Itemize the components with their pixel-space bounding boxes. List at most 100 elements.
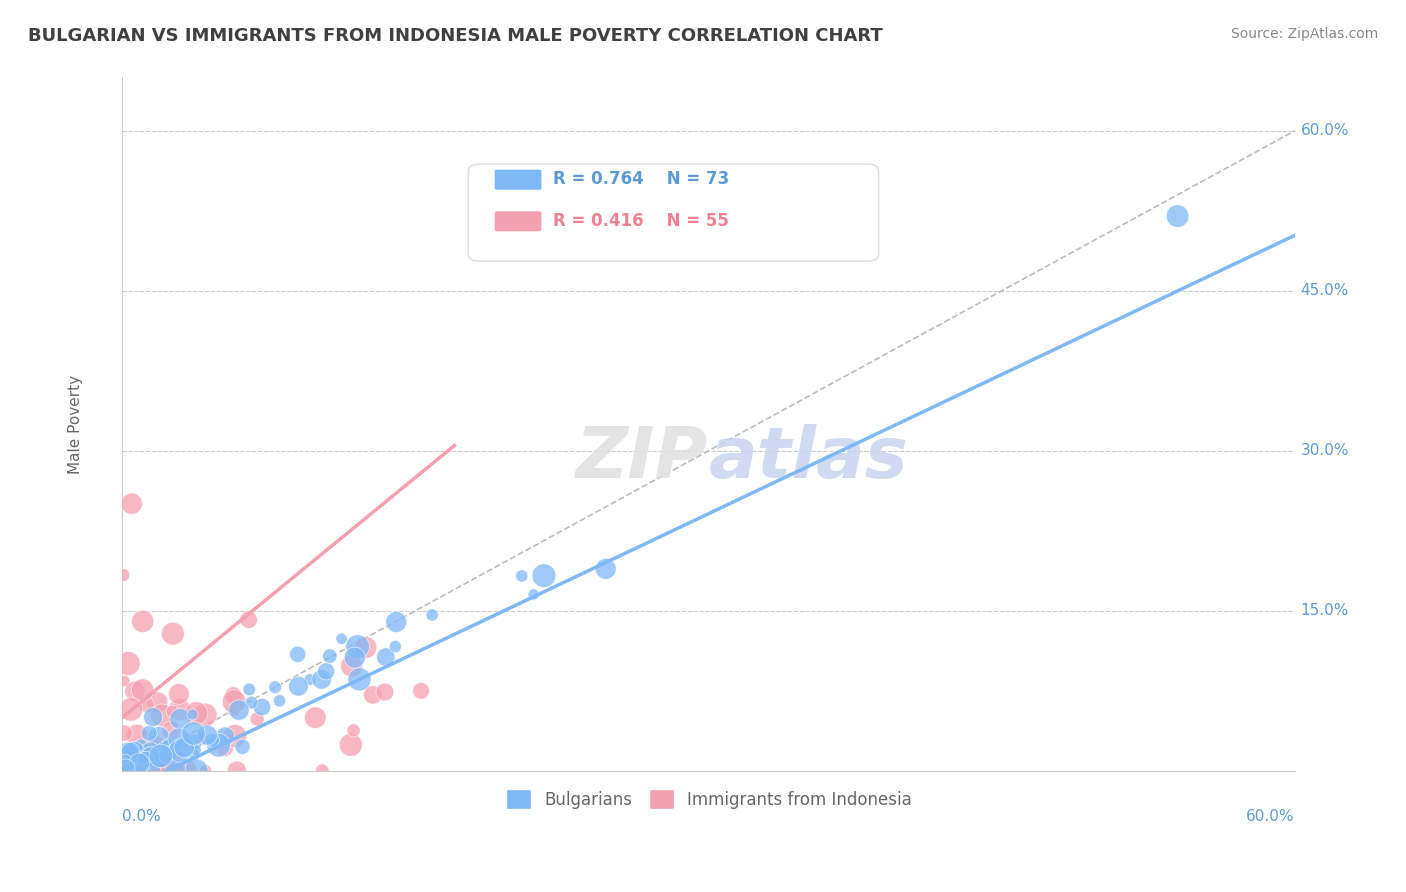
Point: [128, 756, 150, 771]
Point: [148, 764, 170, 778]
Point: [115, 764, 138, 778]
Point: [228, 703, 250, 717]
Point: [160, 723, 183, 738]
Point: [201, 733, 224, 747]
Point: [169, 744, 191, 758]
Point: [114, 757, 136, 772]
Text: 60.0%: 60.0%: [1301, 123, 1350, 138]
Point: [510, 569, 533, 583]
Point: [287, 679, 309, 693]
Point: [162, 705, 184, 719]
Point: [169, 712, 191, 726]
Point: [159, 740, 181, 755]
Point: [384, 640, 406, 654]
Point: [122, 745, 145, 759]
Point: [167, 687, 190, 701]
Point: [121, 497, 143, 511]
Point: [118, 764, 141, 778]
Point: [340, 738, 363, 752]
Text: Source: ZipAtlas.com: Source: ZipAtlas.com: [1230, 27, 1378, 41]
Point: [194, 764, 217, 778]
Point: [135, 698, 157, 712]
Point: [155, 764, 177, 778]
Point: [150, 708, 173, 723]
Point: [120, 702, 142, 716]
Text: 45.0%: 45.0%: [1301, 284, 1350, 298]
Point: [224, 695, 246, 709]
Point: [374, 685, 396, 699]
Point: [225, 764, 247, 778]
Point: [330, 632, 353, 646]
Point: [374, 649, 396, 664]
Point: [343, 650, 366, 665]
Point: [111, 750, 134, 764]
Point: [190, 732, 212, 747]
Point: [155, 744, 177, 758]
Point: [184, 742, 207, 756]
Point: [138, 726, 160, 740]
Point: [146, 752, 169, 766]
Point: [112, 568, 135, 582]
Point: [169, 703, 191, 717]
FancyBboxPatch shape: [494, 211, 543, 232]
Point: [250, 700, 273, 714]
Point: [319, 649, 342, 664]
Point: [1167, 209, 1189, 223]
Point: [214, 730, 236, 744]
Point: [139, 745, 162, 759]
Point: [120, 744, 142, 758]
Point: [361, 688, 384, 702]
Point: [135, 753, 157, 767]
Point: [346, 640, 368, 654]
Point: [117, 751, 139, 765]
Text: 0.0%: 0.0%: [122, 809, 162, 824]
Text: Male Poverty: Male Poverty: [67, 375, 83, 474]
Point: [127, 750, 149, 764]
Point: [156, 747, 179, 762]
Point: [183, 747, 205, 762]
Point: [112, 726, 135, 740]
Point: [117, 657, 139, 671]
Point: [194, 707, 217, 722]
Point: [186, 764, 208, 778]
Legend: Bulgarians, Immigrants from Indonesia: Bulgarians, Immigrants from Indonesia: [498, 780, 920, 818]
Point: [165, 762, 187, 776]
Text: 30.0%: 30.0%: [1301, 443, 1350, 458]
Point: [141, 764, 163, 778]
Point: [174, 764, 197, 778]
Point: [115, 764, 138, 778]
FancyBboxPatch shape: [468, 164, 879, 261]
Text: atlas: atlas: [709, 425, 908, 493]
Point: [409, 684, 432, 698]
Point: [124, 752, 146, 766]
Point: [340, 659, 363, 673]
Point: [183, 735, 205, 749]
Point: [195, 728, 218, 742]
Text: R = 0.416    N = 55: R = 0.416 N = 55: [553, 212, 728, 230]
Point: [132, 748, 155, 763]
Point: [246, 712, 269, 726]
Point: [533, 568, 555, 582]
FancyBboxPatch shape: [494, 169, 543, 190]
Point: [349, 673, 371, 687]
Text: R = 0.764    N = 73: R = 0.764 N = 73: [553, 170, 728, 188]
Point: [128, 759, 150, 773]
Point: [218, 732, 240, 747]
Point: [207, 738, 229, 752]
Point: [166, 764, 188, 778]
Point: [385, 615, 408, 629]
Text: ZIP: ZIP: [576, 425, 709, 493]
Point: [240, 696, 263, 710]
Point: [298, 673, 321, 687]
Point: [311, 673, 333, 687]
Point: [311, 764, 333, 778]
Point: [238, 682, 260, 697]
Point: [127, 764, 149, 778]
Point: [118, 764, 141, 778]
Point: [162, 626, 184, 640]
Point: [124, 684, 146, 698]
Point: [269, 694, 291, 708]
Point: [183, 726, 205, 740]
Point: [125, 764, 148, 778]
Point: [124, 742, 146, 756]
